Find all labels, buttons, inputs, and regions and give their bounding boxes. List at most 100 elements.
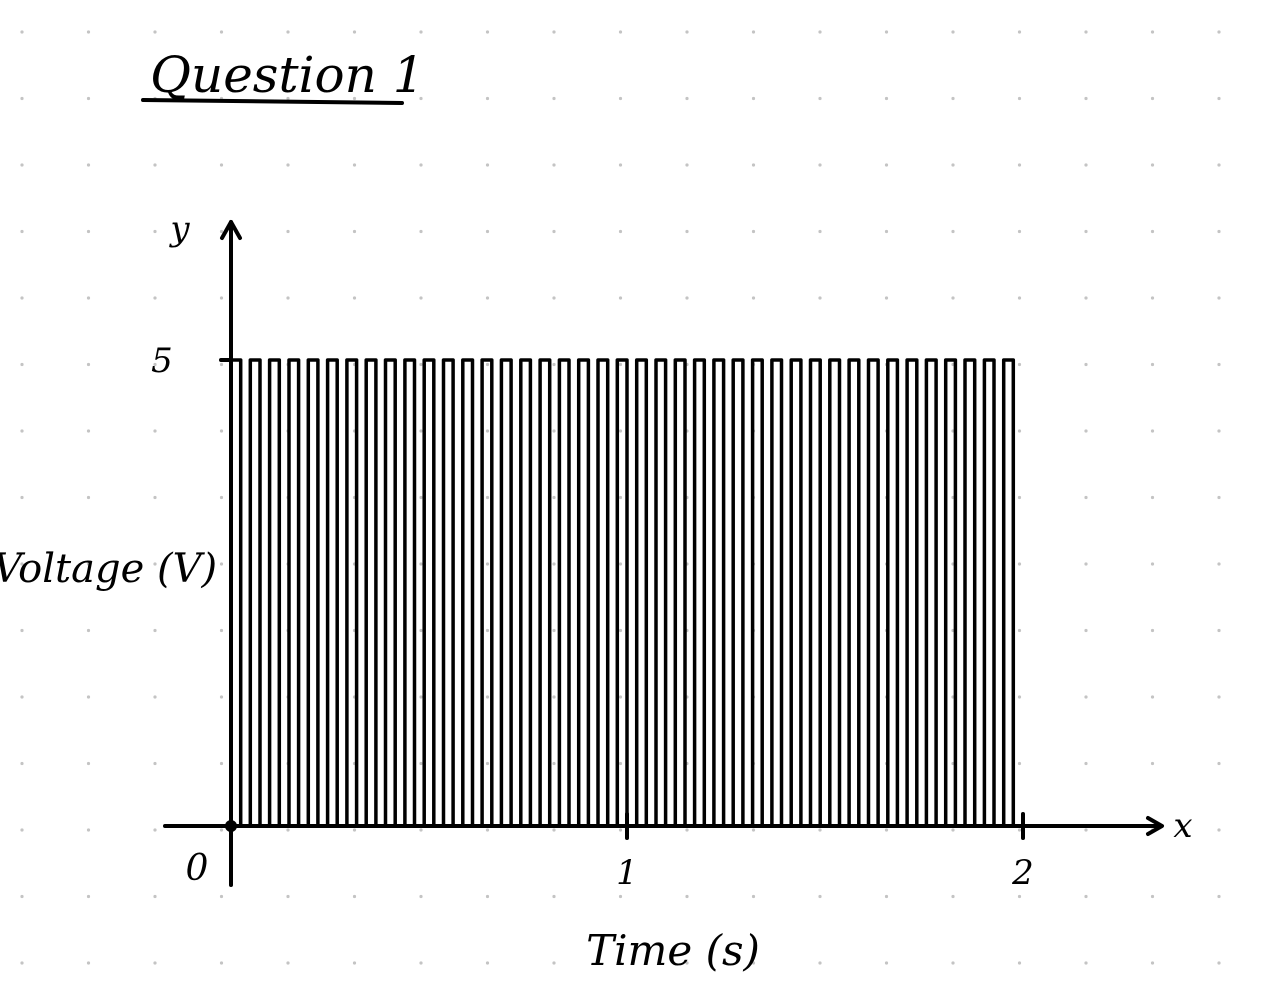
grid-dot	[20, 828, 24, 832]
grid-dot	[419, 163, 423, 167]
grid-dot	[818, 96, 822, 101]
grid-dot	[352, 229, 357, 234]
grid-dot	[1017, 628, 1022, 633]
grid-dot	[86, 30, 91, 34]
grid-dot	[219, 495, 224, 500]
grid-dot	[286, 229, 290, 234]
grid-dot	[419, 229, 423, 234]
grid-dot	[1017, 429, 1022, 433]
square-wave-pulse	[634, 358, 649, 826]
x-tick-label: 2	[1011, 853, 1034, 893]
grid-dot	[419, 761, 423, 766]
grid-dot	[485, 961, 490, 965]
grid-dot	[485, 30, 490, 34]
grid-dot	[419, 429, 423, 433]
grid-dot	[219, 894, 224, 899]
grid-dot	[1084, 229, 1088, 234]
grid-dot	[1150, 495, 1155, 500]
grid-dot	[286, 96, 290, 101]
grid-dot	[884, 96, 889, 101]
grid-dot	[286, 961, 290, 965]
grid-dot	[286, 296, 290, 300]
grid-dot	[1017, 495, 1022, 500]
grid-dot	[1150, 296, 1155, 300]
grid-dot	[618, 961, 623, 965]
grid-dot	[1217, 429, 1221, 433]
grid-dot	[685, 229, 689, 234]
grid-dot	[153, 695, 157, 699]
grid-dot	[1017, 30, 1022, 34]
grid-dot	[884, 163, 889, 167]
grid-dot	[818, 229, 822, 234]
square-wave-pulse	[229, 358, 243, 826]
grid-dot	[618, 761, 623, 766]
grid-dot	[20, 894, 24, 899]
grid-dot	[20, 628, 24, 633]
grid-dot	[153, 229, 157, 234]
grid-dot	[1217, 229, 1221, 234]
grid-dot	[1217, 628, 1221, 633]
grid-dot	[552, 828, 556, 832]
grid-dot	[818, 163, 822, 167]
y-axis-letter: y	[168, 209, 190, 249]
grid-dot	[685, 30, 689, 34]
grid-dot	[951, 828, 955, 832]
square-wave-pulse	[770, 358, 784, 826]
grid-dot	[419, 96, 423, 101]
grid-dot	[552, 961, 556, 965]
grid-dot	[219, 828, 224, 832]
grid-dot	[86, 163, 91, 167]
grid-dot	[219, 229, 224, 234]
grid-dot	[419, 894, 423, 899]
grid-dot	[352, 961, 357, 965]
grid-dot	[20, 96, 24, 101]
grid-dot	[818, 30, 822, 34]
grid-dot	[552, 30, 556, 34]
grid-dot	[1217, 495, 1221, 500]
grid-dot	[1217, 362, 1221, 367]
origin-label: 0	[186, 848, 209, 889]
grid-dot	[951, 894, 955, 899]
grid-dot	[352, 894, 357, 899]
grid-dot	[352, 30, 357, 34]
grid-dot	[1150, 229, 1155, 234]
grid-dot	[485, 562, 490, 566]
grid-dot	[552, 562, 556, 566]
grid-dot	[618, 828, 623, 832]
square-wave-pulse	[982, 358, 996, 826]
x-axis-title: Time (s)	[586, 926, 760, 975]
grid-dot	[419, 495, 423, 500]
grid-dot	[419, 296, 423, 300]
grid-dot	[1217, 296, 1221, 300]
square-wave-pulse	[847, 358, 861, 826]
grid-dot	[1150, 628, 1155, 633]
square-wave-pulse	[325, 358, 339, 826]
y-tick-label: 5	[151, 341, 173, 381]
grid-dot	[352, 296, 357, 300]
square-wave-pulse	[866, 358, 880, 826]
square-wave-pulse	[615, 358, 629, 826]
grid-dot	[1217, 30, 1221, 34]
grid-dot	[1084, 429, 1088, 433]
grid-dot	[685, 296, 689, 300]
grid-dot	[20, 229, 24, 234]
grid-dot	[751, 828, 756, 832]
grid-dot	[552, 429, 556, 433]
square-wave-pulse	[789, 358, 803, 826]
grid-dot	[1150, 163, 1155, 167]
grid-dot	[552, 96, 556, 101]
grid-dot	[1084, 296, 1088, 300]
square-wave-pulse	[538, 358, 552, 826]
grid-dot	[86, 429, 91, 433]
grid-dot	[20, 296, 24, 300]
grid-dot	[751, 894, 756, 899]
square-wave-pulse	[963, 358, 977, 826]
grid-dot	[153, 628, 157, 633]
grid-dot	[485, 362, 490, 367]
grid-dot	[1150, 695, 1155, 699]
grid-dot	[86, 495, 91, 500]
grid-dot	[20, 761, 24, 766]
grid-dot	[485, 495, 490, 500]
grid-dot	[1017, 828, 1022, 832]
square-wave-pulse	[886, 358, 900, 826]
